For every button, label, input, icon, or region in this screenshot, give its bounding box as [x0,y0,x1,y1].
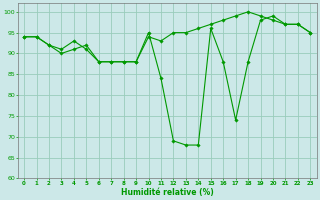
X-axis label: Humidité relative (%): Humidité relative (%) [121,188,213,197]
